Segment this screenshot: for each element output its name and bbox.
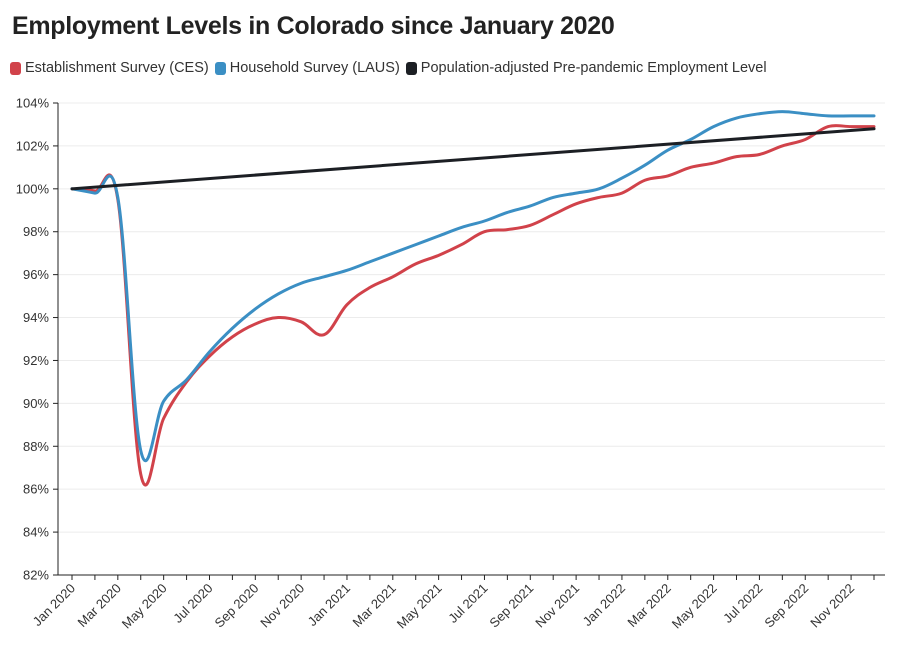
x-tick-label: Jul 2021 bbox=[445, 581, 490, 626]
legend-swatch-pre-pandemic bbox=[405, 61, 417, 75]
x-tick-label: Jul 2022 bbox=[720, 581, 765, 626]
series-lines bbox=[70, 110, 876, 487]
x-tick-label: Sep 2022 bbox=[761, 581, 811, 631]
x-tick-label: Mar 2022 bbox=[624, 581, 673, 630]
y-axis-ticks: 82% 84% 86% 88% 90% 92% 94% 96% 98% 100% 102% 104% bbox=[16, 96, 58, 583]
legend-swatch-laus bbox=[214, 61, 226, 75]
y-tick-label: 102% bbox=[16, 138, 50, 153]
y-tick-label: 100% bbox=[16, 181, 50, 196]
y-tick-label: 86% bbox=[23, 482, 49, 497]
y-tick-label: 84% bbox=[23, 525, 49, 540]
y-tick-label: 98% bbox=[23, 224, 49, 239]
y-tick-label: 88% bbox=[23, 439, 49, 454]
chart-title: Employment Levels in Colorado since Janu… bbox=[12, 12, 615, 40]
legend-label-pre-pandemic: Population-adjusted Pre-pandemic Employm… bbox=[420, 60, 767, 76]
legend-item-pre-pandemic[interactable]: Population-adjusted Pre-pandemic Employm… bbox=[405, 60, 767, 76]
legend-label-ces: Establishment Survey (CES) bbox=[25, 60, 209, 76]
x-tick-label: Nov 2021 bbox=[532, 581, 582, 631]
legend-item-laus[interactable]: Household Survey (LAUS) bbox=[214, 60, 400, 76]
x-tick-label: Jan 2022 bbox=[580, 581, 628, 629]
x-tick-label: Sep 2021 bbox=[486, 581, 536, 631]
y-tick-label: 104% bbox=[16, 96, 50, 111]
x-tick-label: Mar 2020 bbox=[75, 581, 124, 630]
x-tick-label: May 2021 bbox=[394, 581, 445, 632]
series-line-ces bbox=[70, 124, 876, 487]
x-tick-label: May 2022 bbox=[669, 581, 720, 632]
chart-legend: Establishment Survey (CES) Household Sur… bbox=[10, 60, 773, 76]
y-tick-label: 96% bbox=[23, 267, 49, 282]
y-tick-label: 94% bbox=[23, 310, 49, 325]
x-tick-label: Jan 2020 bbox=[30, 581, 78, 629]
series-line-pre-pandemic bbox=[70, 127, 876, 191]
y-tick-label: 92% bbox=[23, 353, 49, 368]
x-tick-label: May 2020 bbox=[119, 581, 170, 632]
legend-swatch-ces bbox=[10, 61, 21, 75]
x-tick-label: Nov 2020 bbox=[257, 581, 307, 631]
x-tick-label: Nov 2022 bbox=[807, 581, 857, 631]
x-tick-label: Mar 2021 bbox=[349, 581, 398, 630]
x-tick-label: Jul 2020 bbox=[170, 581, 215, 626]
x-tick-label: Sep 2020 bbox=[211, 581, 261, 631]
gridlines bbox=[58, 102, 885, 533]
y-tick-label: 82% bbox=[23, 568, 49, 583]
legend-item-ces[interactable]: Establishment Survey (CES) bbox=[10, 60, 209, 76]
x-tick-label: Jan 2021 bbox=[305, 581, 353, 629]
legend-label-laus: Household Survey (LAUS) bbox=[229, 60, 400, 76]
series-line-laus bbox=[70, 110, 876, 463]
y-tick-label: 90% bbox=[23, 396, 49, 411]
